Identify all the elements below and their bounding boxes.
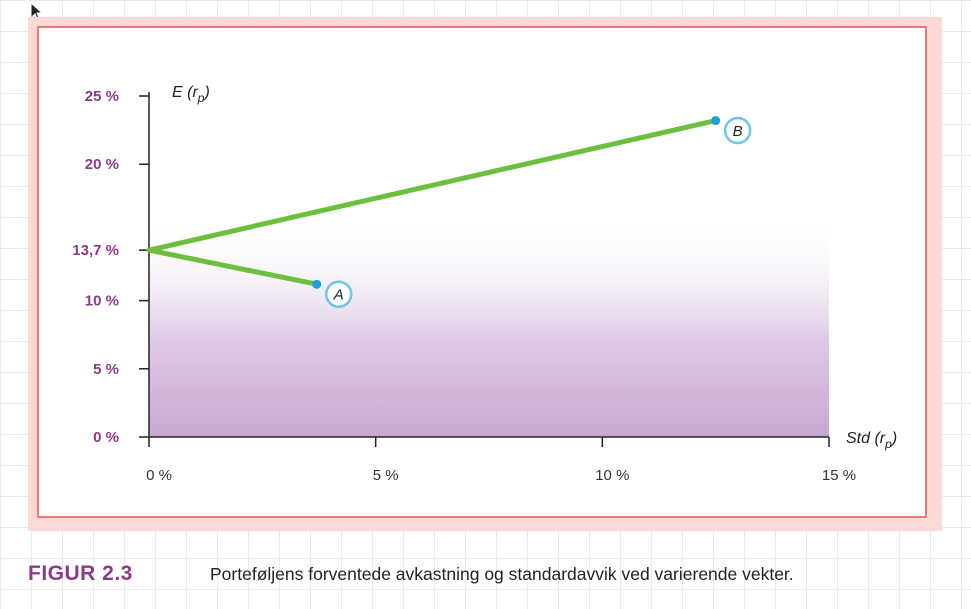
y-tick-label: 13,7 % [72, 242, 119, 259]
y-axis-label: E (rp) [172, 84, 210, 105]
x-tick-label: 10 % [595, 467, 629, 484]
x-axis-label: Std (rp) [846, 430, 897, 451]
y-tick-label: 5 % [93, 361, 119, 378]
point-label-circle-a [324, 280, 353, 308]
y-tick-label: 10 % [85, 293, 119, 310]
point-label-a: A [333, 287, 344, 304]
x-tick-label: 15 % [822, 467, 856, 484]
y-tick-label: 25 % [85, 88, 119, 105]
figure-number: FIGUR 2.3 [28, 562, 133, 585]
y-tick-label: 20 % [85, 156, 119, 173]
figure-caption: FIGUR 2.3 Porteføljens forventede avkast… [28, 560, 958, 590]
shaded-region [149, 218, 829, 437]
x-tick-label: 0 % [146, 467, 172, 484]
data-point-a [312, 279, 322, 289]
series-line-2 [146, 118, 719, 253]
data-point-b [711, 116, 721, 126]
point-label-circle-b [723, 116, 752, 145]
y-tick-label: 0 % [93, 429, 119, 446]
point-label-b: B [733, 123, 743, 140]
x-tick-label: 5 % [373, 467, 399, 484]
figure-caption-text: Porteføljens forventede avkastning og st… [210, 564, 794, 584]
series-line-1 [146, 247, 320, 287]
